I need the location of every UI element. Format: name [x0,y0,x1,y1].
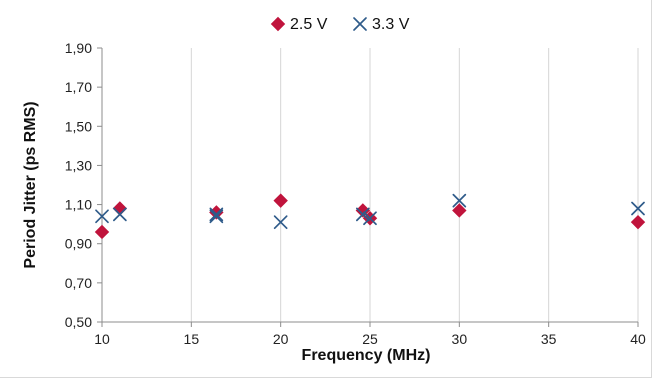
x-tick-label: 25 [362,331,378,347]
legend-label-2-5v: 2.5 V [290,16,328,33]
y-tick-label: 1,30 [65,157,92,173]
y-tick-label: 0,70 [65,275,92,291]
data-point-3-3v [209,207,224,222]
data-point-3-3v-stroke-2 [113,207,127,222]
data-point-3-3v-stroke-2 [363,211,377,226]
data-point-2-5v [94,224,110,240]
grid-layer [190,48,639,322]
data-point-2-5v [630,214,646,230]
point-layer [94,193,646,240]
data-point-2-5v [452,203,467,218]
data-point-3-3v-stroke-2 [209,207,224,222]
data-point-3-3v-stroke-2 [452,193,467,208]
data-point-3-3v-stroke-2 [273,215,288,230]
data-point-3-3v [95,209,109,224]
y-axis-title: Period Jitter (ps RMS) [22,101,39,268]
legend-label-3-3v: 3.3 V [372,16,410,33]
data-point-3-3v [209,209,224,224]
legend-marker-2-5v [270,16,286,32]
data-point-3-3v [363,211,377,226]
data-point-3-3v-stroke-2 [95,209,109,224]
legend: 2.5 V 3.3 V [270,16,410,33]
data-point-3-3v [113,207,127,222]
data-point-3-3v [273,215,288,230]
data-point-2-5v [112,201,128,216]
data-point-3-3v-stroke-2 [631,201,645,216]
y-tick-label: 1,70 [65,79,92,95]
y-tick-label: 1,90 [65,40,92,56]
y-tick-label: 0,50 [65,314,92,330]
data-point-3-3v [356,207,370,222]
data-point-3-3v-stroke-2 [209,209,224,224]
x-tick-label: 15 [184,331,200,347]
data-point-3-3v [631,201,645,216]
y-tick-label: 1,50 [65,118,92,134]
data-point-3-3v [452,193,467,208]
x-tick-label: 10 [94,331,110,347]
legend-marker-3-3v-stroke-2 [353,17,367,31]
x-tick-label: 30 [452,331,468,347]
x-tick-label: 20 [273,331,289,347]
x-tick-label: 35 [541,331,557,347]
tick-layer: 0,50 0,70 0,90 1,10 1,30 1,50 1,70 1,90 10 15 20 25… [65,40,646,347]
data-point-3-3v-stroke-2 [356,207,370,222]
x-axis-title: Frequency (MHz) [302,347,431,364]
y-tick-label: 0,90 [65,236,92,252]
y-tick-label: 1,10 [65,197,92,213]
legend-marker-3-3v [353,17,367,31]
x-tick-label: 40 [630,331,646,347]
data-point-2-5v [273,193,288,208]
